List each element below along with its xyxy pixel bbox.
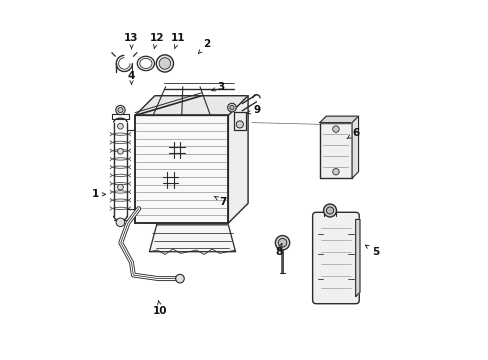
Text: 7: 7 [214, 196, 226, 207]
Text: 1: 1 [92, 189, 105, 199]
Circle shape [278, 238, 286, 247]
Circle shape [116, 105, 125, 115]
Circle shape [323, 204, 336, 217]
Text: 8: 8 [274, 244, 282, 257]
Circle shape [236, 121, 243, 128]
Polygon shape [149, 225, 235, 252]
Text: 9: 9 [247, 105, 260, 115]
Circle shape [156, 55, 173, 72]
Polygon shape [135, 116, 228, 223]
Text: 10: 10 [153, 300, 167, 316]
Text: 13: 13 [124, 33, 139, 49]
FancyBboxPatch shape [312, 212, 359, 304]
Text: 4: 4 [127, 71, 135, 84]
Polygon shape [228, 96, 247, 223]
Text: 2: 2 [198, 39, 210, 54]
Circle shape [332, 168, 339, 175]
Circle shape [229, 105, 234, 110]
Circle shape [117, 148, 123, 154]
Text: 6: 6 [346, 129, 359, 139]
Circle shape [332, 126, 339, 132]
Circle shape [118, 108, 122, 113]
Circle shape [116, 218, 124, 226]
Circle shape [326, 207, 333, 214]
Polygon shape [319, 116, 358, 123]
Polygon shape [355, 220, 359, 297]
Text: 12: 12 [149, 33, 163, 49]
Text: 5: 5 [365, 245, 378, 257]
Ellipse shape [137, 56, 154, 71]
Circle shape [275, 235, 289, 250]
Circle shape [227, 103, 236, 112]
Text: 3: 3 [211, 82, 224, 92]
Circle shape [117, 123, 123, 129]
Ellipse shape [140, 58, 152, 68]
Polygon shape [135, 96, 247, 116]
Circle shape [117, 184, 123, 190]
Text: 11: 11 [171, 33, 185, 49]
Polygon shape [351, 116, 358, 178]
Circle shape [159, 58, 170, 69]
Polygon shape [319, 123, 351, 178]
Circle shape [175, 274, 184, 283]
